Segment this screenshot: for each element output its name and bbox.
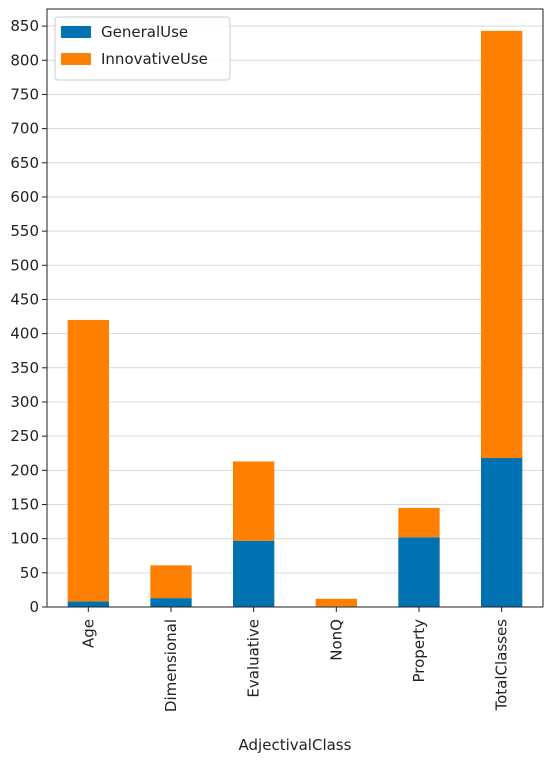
x-tick-label-dimensional: Dimensional bbox=[162, 619, 180, 712]
bar-innovativeuse-property bbox=[398, 507, 440, 538]
x-axis-title: AdjectivalClass bbox=[239, 736, 352, 754]
y-tick-label: 600 bbox=[10, 188, 39, 206]
bar-innovativeuse-totalclasses bbox=[481, 30, 523, 459]
x-tick-labels: Age Dimensional Evaluative NonQ Property Tota… bbox=[79, 619, 510, 712]
y-tick-label: 150 bbox=[10, 495, 39, 513]
y-tick-label: 650 bbox=[10, 154, 39, 172]
bar-innovativeuse-evaluative bbox=[233, 461, 275, 541]
legend-swatch-innovativeuse bbox=[61, 53, 91, 65]
x-tick-label-nonq: NonQ bbox=[327, 619, 345, 661]
x-tick-label-age: Age bbox=[79, 619, 97, 648]
y-tick-label: 300 bbox=[10, 393, 39, 411]
y-tick-label: 800 bbox=[10, 51, 39, 69]
bar-generaluse-property bbox=[398, 537, 440, 607]
y-tick-labels: 0 50 100 150 200 250 300 350 400 450 500 550 600 650 7… bbox=[10, 17, 39, 616]
axes-layer bbox=[42, 8, 544, 612]
y-tick-label: 450 bbox=[10, 290, 39, 308]
bar-generaluse-dimensional bbox=[150, 598, 192, 607]
y-tick-label: 500 bbox=[10, 256, 39, 274]
x-tick-label-property: Property bbox=[410, 619, 428, 683]
bar-generaluse-age bbox=[67, 601, 109, 607]
y-tick-label: 200 bbox=[10, 461, 39, 479]
bar-innovativeuse-nonq bbox=[315, 598, 357, 607]
legend-box bbox=[54, 16, 231, 81]
legend-swatch-generaluse bbox=[61, 26, 91, 38]
bar-innovativeuse-age bbox=[67, 319, 109, 602]
x-tick-label-evaluative: Evaluative bbox=[245, 619, 263, 698]
bar-generaluse-totalclasses bbox=[481, 458, 523, 607]
y-tick-label: 700 bbox=[10, 120, 39, 138]
y-tick-label: 0 bbox=[29, 598, 39, 616]
legend: GeneralUse InnovativeUse bbox=[54, 16, 231, 81]
y-tick-label: 850 bbox=[10, 17, 39, 35]
y-tick-label: 100 bbox=[10, 530, 39, 548]
y-tick-label: 550 bbox=[10, 222, 39, 240]
bars-layer bbox=[67, 30, 523, 607]
bar-innovativeuse-dimensional bbox=[150, 565, 192, 599]
legend-label-innovativeuse: InnovativeUse bbox=[101, 50, 208, 68]
legend-items: GeneralUse InnovativeUse bbox=[61, 23, 208, 68]
plot-frame bbox=[46, 8, 544, 608]
y-tick-label: 400 bbox=[10, 325, 39, 343]
y-tick-label: 250 bbox=[10, 427, 39, 445]
bar-generaluse-evaluative bbox=[233, 540, 275, 607]
y-tick-label: 50 bbox=[20, 564, 39, 582]
grid-layer bbox=[47, 25, 543, 608]
y-tick-label: 750 bbox=[10, 85, 39, 103]
x-tick-label-totalclasses: TotalClasses bbox=[493, 619, 511, 712]
legend-label-generaluse: GeneralUse bbox=[101, 23, 188, 41]
y-tick-label: 350 bbox=[10, 359, 39, 377]
